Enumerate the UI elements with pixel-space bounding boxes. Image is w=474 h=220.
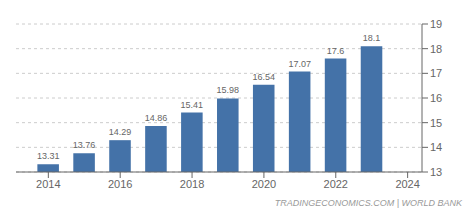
svg-text:18.1: 18.1 [363, 33, 381, 43]
svg-text:2024: 2024 [395, 178, 419, 190]
svg-text:15: 15 [430, 117, 442, 129]
svg-text:13: 13 [430, 166, 442, 178]
svg-text:2018: 2018 [180, 178, 204, 190]
svg-text:14.29: 14.29 [109, 127, 132, 137]
svg-text:2016: 2016 [108, 178, 132, 190]
svg-text:16: 16 [430, 92, 442, 104]
svg-text:19: 19 [430, 18, 442, 30]
svg-text:15.98: 15.98 [217, 85, 240, 95]
svg-text:13.76: 13.76 [73, 140, 96, 150]
svg-text:18: 18 [430, 43, 442, 55]
html-text:TRADINGECONOMICS.COM | WORLD B: TRADINGECONOMICS.COM | WORLD BANK [274, 198, 462, 208]
svg-text:2022: 2022 [324, 178, 348, 190]
svg-text:14.86: 14.86 [145, 113, 168, 123]
svg-text:13.31: 13.31 [37, 151, 60, 161]
svg-text:2014: 2014 [36, 178, 60, 190]
svg-text:14: 14 [430, 141, 442, 153]
svg-text:16.54: 16.54 [252, 72, 275, 82]
svg-text:2020: 2020 [252, 178, 276, 190]
svg-text:17.6: 17.6 [327, 46, 345, 56]
svg-text:17: 17 [430, 67, 442, 79]
svg-text:15.41: 15.41 [181, 100, 204, 110]
svg-text:17.07: 17.07 [288, 59, 311, 69]
